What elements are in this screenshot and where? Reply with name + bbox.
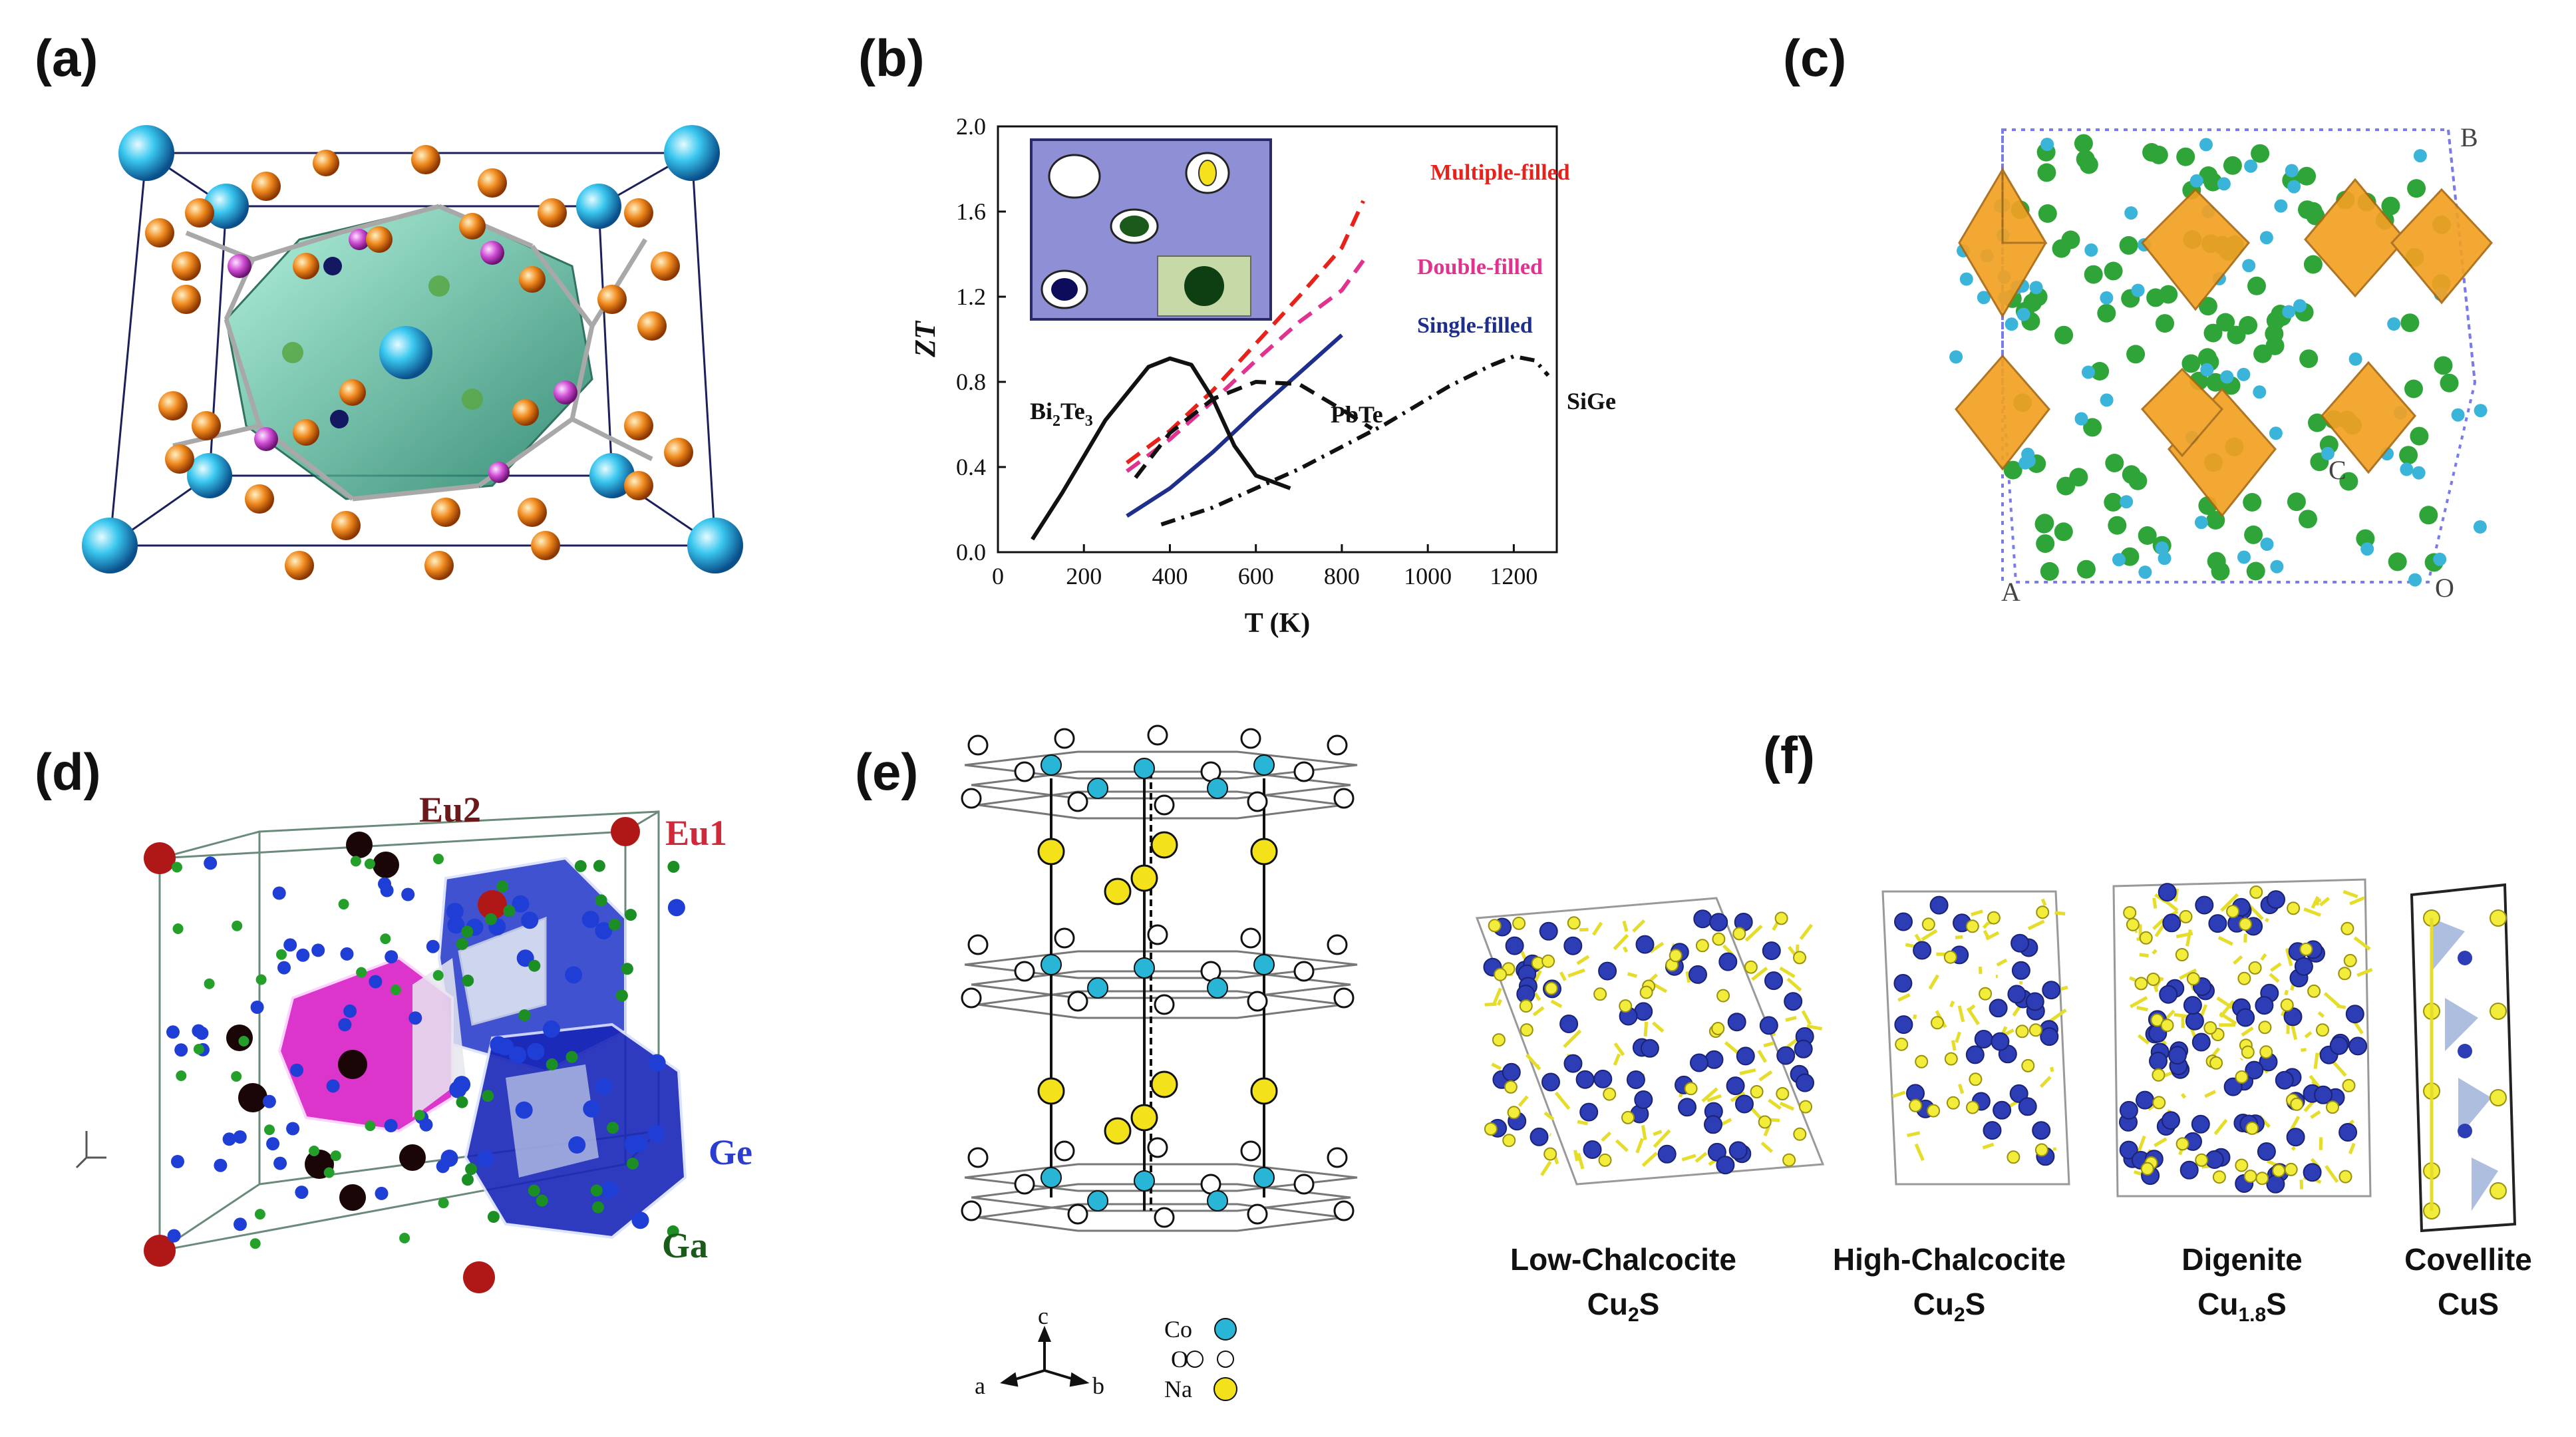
x-tick-label: 1000 <box>1404 563 1452 589</box>
x-tick-label: 600 <box>1238 563 1274 589</box>
panel-a-structure <box>82 125 743 580</box>
legend-co-label: Co <box>1164 1316 1192 1343</box>
series-line-sige <box>1160 354 1550 527</box>
y-axis-label: ZT <box>909 320 941 358</box>
chart-annotations: Multiple-filled Double-filled Single-fil… <box>1030 160 1616 430</box>
series-line-pbte <box>1134 380 1373 479</box>
panel-d-label: (d) <box>35 742 101 801</box>
atom-legend: Co O Na <box>1164 1316 1237 1402</box>
ge-atoms <box>166 856 685 1243</box>
pink-atoms <box>228 229 577 483</box>
axis-triad <box>75 1131 106 1169</box>
layer-atoms <box>961 724 1355 1228</box>
eu-atoms <box>144 817 640 1293</box>
cyan-atoms <box>82 125 743 573</box>
eu2-atoms <box>226 832 426 1211</box>
corner-a-label: A <box>2001 577 2020 607</box>
zt-chart: 0 200 400 600 800 1000 1200 0.0 0.4 0.8 1.2 1.6 2.0 T… <box>909 113 1616 639</box>
x-tick-label: 400 <box>1152 563 1188 589</box>
y-tick-label: 1.6 <box>956 198 986 225</box>
digenite-label: Digenite Cu1.8S <box>2109 1237 2375 1329</box>
y-tick-label: 1.2 <box>956 283 986 310</box>
y-tick-label: 0.4 <box>956 454 986 480</box>
high-chalcocite-structure <box>1881 890 2070 1186</box>
x-tick-label: 800 <box>1324 563 1360 589</box>
low-chalcocite-label: Low-Chalcocite Cu2S <box>1470 1237 1776 1329</box>
y-tick-label: 0.8 <box>956 369 986 395</box>
ga-atoms <box>172 854 680 1249</box>
label-sige: SiGe <box>1567 388 1616 414</box>
label-single-filled: Single-filled <box>1417 313 1533 338</box>
high-chalcocite-formula: Cu2S <box>1913 1286 1986 1326</box>
x-tick-label: 1200 <box>1490 563 1537 589</box>
label-double-filled: Double-filled <box>1417 255 1543 279</box>
eu2-label: Eu2 <box>419 790 481 830</box>
axis-arrows <box>1000 1325 1090 1387</box>
panel-c-label: (c) <box>1783 29 1847 87</box>
digenite-structure <box>2112 878 2373 1198</box>
x-tick-label: 200 <box>1066 563 1102 589</box>
legend-na-swatch <box>1213 1377 1237 1401</box>
low-chalcocite-name: Low-Chalcocite <box>1510 1242 1736 1277</box>
x-axis-label: T (K) <box>1245 608 1310 639</box>
chart-ticks: 0 200 400 600 800 1000 1200 0.0 0.4 0.8 1.2 1.6 2.0 T… <box>909 113 1537 639</box>
green-atoms <box>2003 134 2459 581</box>
axis-c-label: c <box>1038 1303 1048 1329</box>
ga-label: Ga <box>662 1225 708 1265</box>
digenite-name: Digenite <box>2181 1242 2303 1277</box>
panel-e-label: (e) <box>855 742 919 801</box>
corner-c-label: C <box>2329 455 2346 485</box>
covellite-structure <box>2410 883 2517 1233</box>
axis-a-label: a <box>975 1372 985 1399</box>
legend-o-swatch <box>1217 1351 1234 1368</box>
panel-f-label: (f) <box>1763 726 1815 784</box>
panel-d-structure: Eu2 Eu1 Ge Ga <box>75 790 752 1293</box>
corner-b-label: B <box>2460 122 2478 152</box>
label-bi2te3: Bi2Te3 <box>1030 398 1093 430</box>
low-chalcocite-formula: Cu2S <box>1587 1286 1660 1326</box>
series-line-double-filled <box>1126 259 1365 473</box>
covellite-name: Covellite <box>2404 1242 2532 1277</box>
x-tick-label: 0 <box>992 563 1004 589</box>
low-chalcocite-structure <box>1475 897 1825 1186</box>
panel-a-label: (a) <box>35 29 98 87</box>
panel-e-structure: c a b Co O Na <box>961 724 1358 1402</box>
series-line-single-filled <box>1126 333 1343 518</box>
panel-b-label: (b) <box>858 29 925 87</box>
high-chalcocite-label: High-Chalcocite Cu2S <box>1796 1237 2102 1329</box>
legend-na-label: Na <box>1164 1376 1192 1402</box>
label-pbte: PbTe <box>1331 401 1383 428</box>
covellite-formula: CuS <box>2438 1286 2499 1321</box>
covellite-label: Covellite CuS <box>2375 1237 2561 1326</box>
legend-co-swatch <box>1214 1318 1237 1341</box>
high-chalcocite-name: High-Chalcocite <box>1832 1242 2066 1277</box>
eu1-label: Eu1 <box>665 813 727 853</box>
y-tick-label: 0.0 <box>956 539 986 565</box>
orange-octahedra <box>1955 166 2494 518</box>
series-line-bi2te3 <box>1031 356 1291 541</box>
y-tick-label: 2.0 <box>956 113 986 140</box>
legend-o-label: O <box>1171 1346 1188 1372</box>
label-multiple-filled: Multiple-filled <box>1430 160 1570 185</box>
corner-o-label: O <box>2435 573 2454 603</box>
chart-series <box>1031 200 1550 541</box>
orange-atoms <box>145 145 693 580</box>
chart-axes <box>997 125 1558 554</box>
digenite-formula: Cu1.8S <box>2197 1286 2287 1326</box>
panel-c-structure: B C A O <box>1949 122 2494 607</box>
axis-b-label: b <box>1092 1372 1104 1399</box>
ge-label: Ge <box>709 1132 752 1172</box>
plot-frame <box>997 125 1558 554</box>
chart-inset <box>1030 138 1272 321</box>
